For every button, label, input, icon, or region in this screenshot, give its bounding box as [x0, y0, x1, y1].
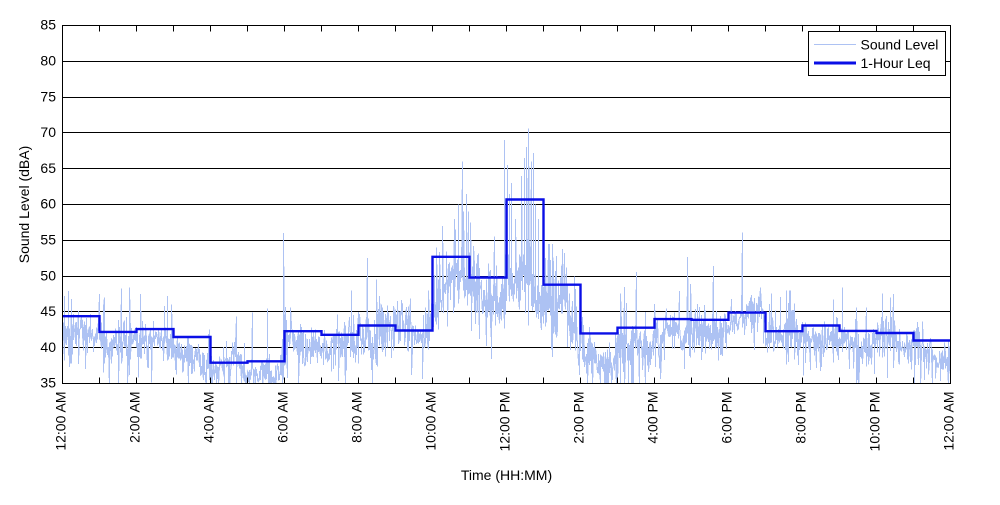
- svg-text:40: 40: [40, 339, 56, 355]
- svg-text:Sound Level (dBA): Sound Level (dBA): [16, 146, 32, 264]
- svg-text:55: 55: [40, 232, 56, 248]
- svg-text:70: 70: [40, 124, 56, 140]
- svg-text:6:00 PM: 6:00 PM: [719, 392, 735, 444]
- svg-text:6:00 AM: 6:00 AM: [275, 392, 291, 443]
- svg-text:45: 45: [40, 303, 56, 319]
- svg-text:Sound Level: Sound Level: [861, 37, 939, 53]
- svg-text:75: 75: [40, 88, 56, 104]
- svg-text:4:00 PM: 4:00 PM: [645, 392, 661, 444]
- svg-text:35: 35: [40, 375, 56, 391]
- svg-text:80: 80: [40, 53, 56, 69]
- svg-text:65: 65: [40, 160, 56, 176]
- svg-text:12:00 AM: 12:00 AM: [941, 392, 957, 451]
- svg-text:85: 85: [40, 17, 56, 33]
- svg-text:10:00 PM: 10:00 PM: [867, 392, 883, 452]
- svg-text:12:00 AM: 12:00 AM: [53, 392, 69, 451]
- svg-text:2:00 AM: 2:00 AM: [127, 392, 143, 443]
- svg-text:50: 50: [40, 267, 56, 283]
- svg-text:Time (HH:MM): Time (HH:MM): [461, 467, 552, 483]
- svg-text:2:00 PM: 2:00 PM: [571, 392, 587, 444]
- svg-text:8:00 PM: 8:00 PM: [793, 392, 809, 444]
- svg-text:1-Hour Leq: 1-Hour Leq: [861, 55, 931, 71]
- svg-text:12:00 PM: 12:00 PM: [497, 392, 513, 452]
- svg-text:60: 60: [40, 196, 56, 212]
- svg-text:8:00 AM: 8:00 AM: [349, 392, 365, 443]
- svg-text:10:00 AM: 10:00 AM: [423, 392, 439, 451]
- svg-text:4:00 AM: 4:00 AM: [201, 392, 217, 443]
